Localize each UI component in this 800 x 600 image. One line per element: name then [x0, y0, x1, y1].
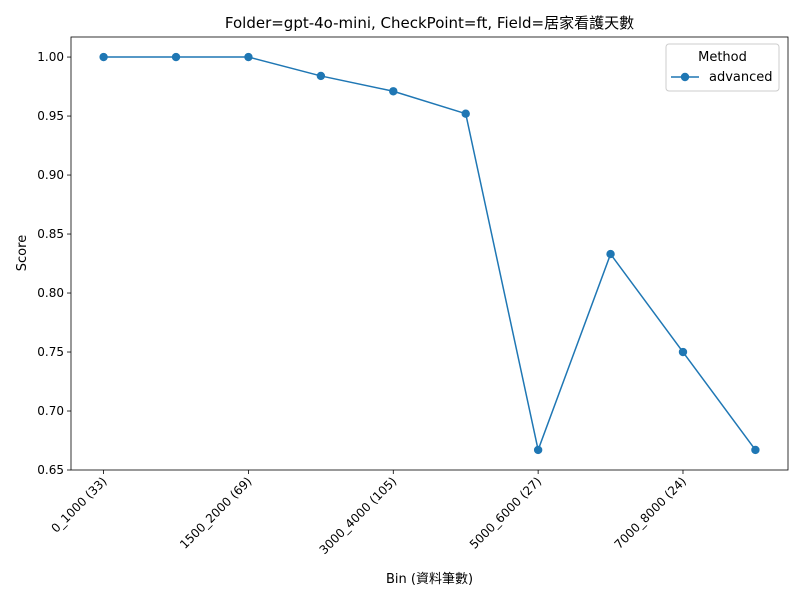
data-point: [244, 52, 253, 62]
data-point: [678, 347, 688, 357]
data-point: [316, 71, 326, 81]
x-axis-ticks: 0_1000 (33) 1500_2000 (69) 3000_4000 (105)…: [48, 470, 689, 557]
x-tick-label: 7000_8000 (24): [612, 474, 689, 551]
legend-frame: [665, 43, 780, 92]
series-layer: [99, 52, 760, 455]
y-tick-label: 0.85: [37, 227, 64, 241]
data-point: [606, 249, 615, 259]
y-axis-label: Score: [15, 235, 30, 271]
data-point: [389, 87, 398, 96]
y-tick-label: 0.70: [37, 404, 64, 418]
data-point: [99, 52, 108, 62]
x-tick-label: 5000_6000 (27): [467, 474, 544, 551]
x-tick-label: 1500_2000 (69): [177, 474, 254, 551]
x-tick-label: 3000_4000 (105): [317, 474, 400, 557]
x-axis-label: Bin (資料筆數): [386, 572, 473, 587]
legend-title: Method: [698, 50, 747, 65]
data-point: [461, 109, 470, 118]
series-line-advanced: [103, 56, 757, 453]
chart-title: Folder=gpt-4o-mini, CheckPoint=ft, Field…: [225, 14, 634, 32]
legend: Method advanced: [665, 43, 780, 92]
y-tick-label: 0.90: [37, 168, 64, 182]
y-tick-label: 0.80: [37, 286, 64, 300]
y-tick-label: 0.95: [37, 109, 64, 123]
data-point: [751, 445, 760, 455]
x-tick-label: 0_1000 (33): [48, 474, 109, 535]
y-tick-label: 0.75: [37, 345, 64, 359]
y-axis-ticks: 0.65 0.70 0.75 0.80 0.85 0.90 0.95 1.00: [37, 50, 71, 477]
legend-label-advanced: advanced: [709, 70, 773, 85]
data-point: [171, 52, 181, 62]
data-point: [533, 445, 543, 455]
y-tick-label: 0.65: [37, 463, 64, 477]
y-tick-label: 1.00: [37, 50, 64, 64]
plot-area: [70, 36, 789, 471]
legend-marker-advanced: [680, 72, 690, 82]
